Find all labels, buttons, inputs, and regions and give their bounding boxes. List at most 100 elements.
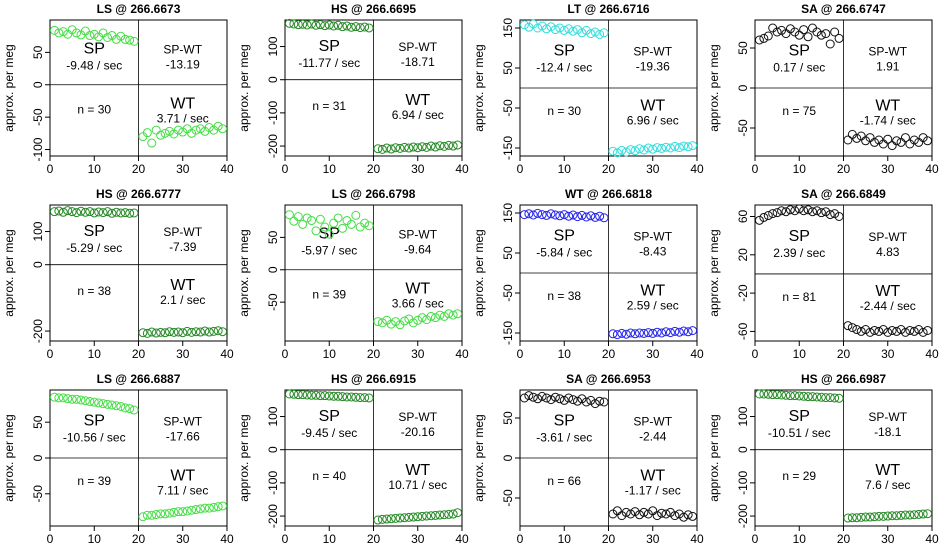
x-tick-label: 10 (558, 162, 572, 176)
wt-rate: 3.66 / sec (392, 296, 444, 310)
x-tick-label: 10 (88, 347, 102, 361)
y-tick-label: -200 (736, 504, 750, 528)
sp-rate: -10.56 / sec (63, 430, 126, 444)
sp-point (799, 391, 809, 401)
y-tick-label: -150 (501, 321, 515, 345)
spwt-label: SP-WT (163, 225, 202, 239)
wt-point (182, 326, 192, 336)
sp-point (63, 394, 73, 404)
sp-point (808, 207, 818, 217)
sp-rate: -5.29 / sec (66, 241, 122, 255)
sp-point (63, 206, 73, 216)
sp-point (80, 207, 90, 217)
sp-point (528, 392, 538, 402)
sp-point (772, 390, 782, 400)
wt-point (856, 326, 866, 336)
sp-point (324, 391, 334, 401)
sp-point (89, 29, 99, 39)
sp-point (120, 34, 130, 44)
wt-point (883, 327, 893, 337)
sp-point (307, 216, 317, 226)
wt-point (626, 145, 636, 155)
wt-point (909, 510, 919, 520)
sp-point (320, 21, 330, 31)
wt-point (856, 512, 866, 522)
x-tick-label: 40 (925, 532, 939, 546)
x-tick-label: 0 (517, 347, 524, 361)
sp-point (333, 20, 343, 30)
wt-point (439, 141, 449, 151)
sp-point (342, 21, 352, 31)
x-tick-label: 0 (752, 162, 759, 176)
y-axis-label: approx. per meg (707, 229, 721, 316)
sp-point (568, 26, 578, 36)
sp-point (564, 211, 574, 221)
wt-point (164, 508, 174, 518)
wt-point (399, 316, 409, 326)
wt-point (887, 325, 897, 335)
sp-point (98, 399, 108, 409)
wt-point (448, 141, 458, 151)
x-tick-label: 30 (411, 347, 425, 361)
scatter-chart: SA @ 266.6747 approx. per meg -50 0 50 0 10 20 3… (707, 2, 939, 176)
sp-point (284, 18, 294, 28)
n-count: n = 40 (312, 469, 346, 483)
chart-title: LS @ 266.6798 (332, 187, 416, 201)
x-tick-label: 40 (925, 162, 939, 176)
x-tick-label: 40 (690, 162, 704, 176)
sp-point (298, 390, 308, 400)
wt-rate: -2.44 / sec (860, 299, 916, 313)
wt-point (639, 507, 649, 517)
wt-point (191, 125, 201, 135)
y-tick-label: 100 (266, 406, 280, 426)
wt-point (399, 513, 409, 523)
wt-point (408, 318, 418, 328)
wt-label: WT (170, 95, 195, 112)
wt-point (852, 513, 862, 523)
wt-point (883, 134, 893, 144)
y-tick-label: 0 (501, 454, 515, 461)
sp-point (49, 25, 59, 35)
wt-point (626, 328, 636, 338)
wt-point (661, 142, 671, 152)
sp-point (803, 32, 813, 42)
sp-point (816, 208, 826, 218)
x-tick-label: 20 (367, 162, 381, 176)
wt-point (435, 310, 445, 320)
n-count: n = 29 (782, 469, 816, 483)
chart-title: LS @ 266.6673 (97, 2, 181, 16)
wt-point (900, 133, 910, 143)
wt-rate: 10.71 / sec (388, 478, 447, 492)
wt-label: WT (640, 97, 665, 114)
sp-point (803, 205, 813, 215)
wt-label: WT (640, 467, 665, 484)
wt-point (679, 512, 689, 522)
spwt-value: -19.36 (636, 59, 670, 73)
wt-point (608, 146, 618, 156)
sp-point (58, 27, 68, 37)
wt-point (430, 142, 440, 152)
wt-point (173, 507, 183, 517)
sp-point (546, 22, 556, 32)
sp-point (346, 392, 356, 402)
spwt-label: SP-WT (633, 229, 672, 243)
x-tick-label: 20 (367, 347, 381, 361)
sp-point (94, 207, 104, 217)
sp-point (533, 23, 543, 33)
sp-point (546, 209, 556, 219)
n-count: n = 38 (547, 289, 581, 303)
sp-point (812, 206, 822, 216)
wt-point (923, 509, 933, 519)
wt-point (892, 136, 902, 146)
x-tick-label: 40 (690, 532, 704, 546)
sp-point (825, 39, 835, 49)
wt-point (878, 511, 888, 521)
wt-point (386, 514, 396, 524)
wt-point (218, 501, 228, 511)
sp-point (125, 35, 135, 45)
x-tick-label: 10 (793, 532, 807, 546)
sp-point (116, 401, 126, 411)
sp-point (812, 392, 822, 402)
